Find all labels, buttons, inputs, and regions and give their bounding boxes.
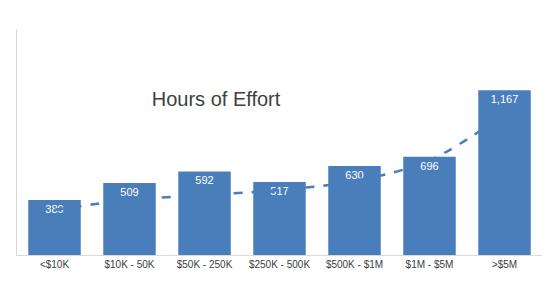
svg-text:517: 517 bbox=[270, 185, 288, 197]
svg-text:1,167: 1,167 bbox=[491, 93, 519, 105]
svg-text:$250K - 500K: $250K - 500K bbox=[249, 259, 310, 270]
svg-text:592: 592 bbox=[195, 174, 213, 186]
svg-text:$1M - $5M: $1M - $5M bbox=[406, 259, 454, 270]
svg-text:509: 509 bbox=[120, 186, 138, 198]
svg-text:389: 389 bbox=[45, 203, 63, 215]
svg-text:$50K - 250K: $50K - 250K bbox=[177, 259, 233, 270]
svg-text:696: 696 bbox=[420, 160, 438, 172]
svg-text:$500K - $1M: $500K - $1M bbox=[326, 259, 383, 270]
svg-text:630: 630 bbox=[345, 169, 363, 181]
svg-text:Hours of Effort: Hours of Effort bbox=[152, 88, 281, 110]
svg-text:>$5M: >$5M bbox=[492, 259, 517, 270]
svg-text:$10K - 50K: $10K - 50K bbox=[104, 259, 154, 270]
svg-text:<$10K: <$10K bbox=[40, 259, 70, 270]
